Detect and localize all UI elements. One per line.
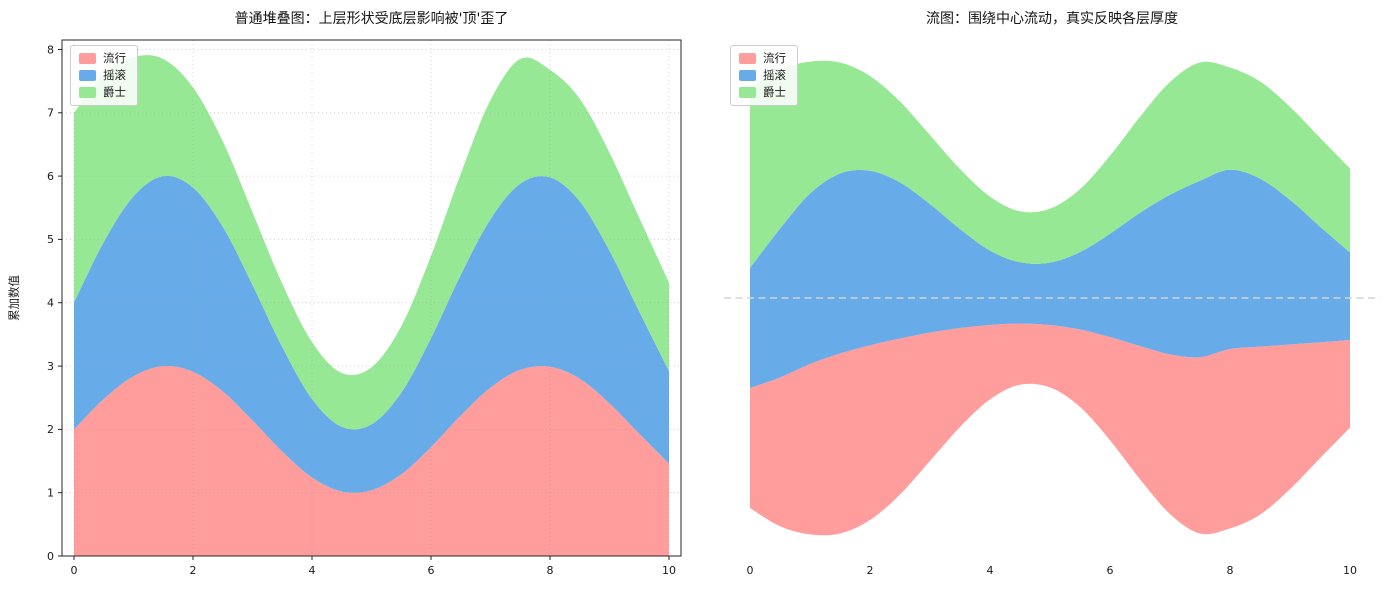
legend-swatch-pop-icon [739,53,756,64]
legend-swatch-rock-icon [739,70,756,81]
legend-label-jazz: 爵士 [103,85,126,99]
x-tick-label: 0 [71,564,78,577]
legend-label-jazz: 爵士 [763,85,786,99]
x-tick-label: 6 [1107,564,1114,577]
x-tick-label: 4 [987,564,994,577]
stacked-plot-svg: 0 2 4 6 8 10 0 1 2 3 4 5 6 7 8 [47,39,682,577]
area-streamgraph-series-1 [750,169,1350,388]
streamgraph-chart: 流图：围绕中心流动，真实反映各层厚度 0 2 4 6 8 10 流行 摇滚 爵士 [694,0,1389,590]
x-tick-label: 0 [747,564,754,577]
legend-label-rock: 摇滚 [763,68,786,82]
legend-label-rock: 摇滚 [103,68,126,82]
legend-item-pop: 流行 [79,52,126,65]
y-tick-label: 6 [47,170,54,183]
area-stacked-series-2 [74,55,669,430]
x-tick-label: 2 [190,564,197,577]
y-tick-label: 0 [47,550,54,563]
legend-swatch-rock-icon [79,70,96,81]
legend-label-pop: 流行 [103,51,126,65]
y-tick-label: 4 [47,297,54,310]
x-tick-label: 6 [428,564,435,577]
axes-frame [61,39,682,557]
legend-item-jazz: 爵士 [739,86,786,99]
y-tick-label: 3 [47,360,54,373]
legend-label-pop: 流行 [763,51,786,65]
area-streamgraph-series-0 [750,323,1350,536]
y-tick-label: 7 [47,107,54,120]
y-tick-label: 5 [47,233,54,246]
y-tick-label: 8 [47,43,54,56]
y-tick-label: 1 [47,487,54,500]
x-tick-label: 8 [1227,564,1234,577]
x-tick-label: 8 [547,564,554,577]
legend-item-rock: 摇滚 [79,69,126,82]
legend-swatch-jazz-icon [79,87,96,98]
legend: 流行 摇滚 爵士 [70,45,138,106]
x-tick-label: 4 [309,564,316,577]
legend-swatch-jazz-icon [739,87,756,98]
stacked-area-chart: 普通堆叠图：上层形状受底层影响被'顶'歪了 累加数值 0 2 4 6 8 10 0 1 2 3 4 5… [0,0,694,590]
legend-item-pop: 流行 [739,52,786,65]
legend-item-jazz: 爵士 [79,86,126,99]
legend-item-rock: 摇滚 [739,69,786,82]
x-tick-label: 10 [662,564,676,577]
area-stacked-series-0 [74,365,669,556]
legend: 流行 摇滚 爵士 [730,45,798,106]
stacked-chart-title: 普通堆叠图：上层形状受底层影响被'顶'歪了 [234,11,509,27]
streamgraph-chart-title: 流图：围绕中心流动，真实反映各层厚度 [926,11,1178,27]
legend-swatch-pop-icon [79,53,96,64]
area-stacked-series-1 [74,175,669,493]
streamgraph-plot-svg: 0 2 4 6 8 10 [724,60,1380,577]
x-tick-label: 2 [867,564,874,577]
x-tick-label: 10 [1343,564,1357,577]
area-streamgraph-series-2 [750,60,1350,268]
y-tick-label: 2 [47,423,54,436]
